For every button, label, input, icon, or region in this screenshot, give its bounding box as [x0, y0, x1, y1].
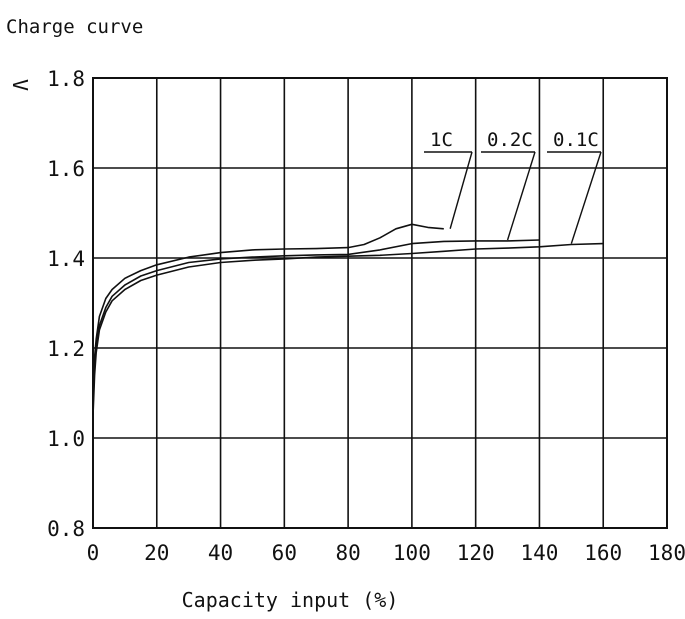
x-tick-label: 100	[393, 541, 431, 565]
chart-title: Charge curve	[6, 16, 143, 38]
y-axis-label: V	[8, 79, 32, 91]
x-tick-label: 40	[208, 541, 233, 565]
y-tick-label: 1.6	[47, 157, 85, 181]
x-tick-label: 60	[272, 541, 297, 565]
series-line-0	[92, 223, 444, 403]
legend-leader-1	[506, 151, 536, 241]
legend-label-1: 0.2C	[487, 129, 533, 151]
y-tick-label: 1.2	[47, 337, 85, 361]
legend-label-0: 1C	[430, 129, 453, 151]
series-line-1	[92, 239, 540, 407]
legend: 1C 0.2C 0.1C	[424, 129, 602, 244]
y-tick-label: 1.0	[47, 427, 85, 451]
legend-leader-0	[449, 151, 473, 229]
y-tick-label: 1.4	[47, 247, 85, 271]
grid	[92, 77, 668, 529]
series-line-2	[92, 242, 604, 416]
x-tick-label: 80	[335, 541, 360, 565]
series-lines	[92, 223, 604, 416]
x-tick-label: 140	[520, 541, 558, 565]
x-tick-labels: 0 20 40 60 80 100 120 140 160 180	[87, 541, 685, 565]
x-tick-label: 160	[584, 541, 622, 565]
x-axis-label: Capacity input (%)	[182, 588, 399, 612]
plot-frame	[92, 77, 668, 529]
y-tick-label: 1.8	[47, 67, 85, 91]
x-tick-label: 180	[648, 541, 685, 565]
y-tick-label: 0.8	[47, 517, 85, 541]
x-tick-label: 20	[144, 541, 169, 565]
x-tick-label: 120	[457, 541, 495, 565]
y-tick-labels: 1.8 1.6 1.4 1.2 1.0 0.8	[47, 67, 85, 541]
legend-label-2: 0.1C	[553, 129, 599, 151]
legend-leader-2	[570, 151, 602, 244]
x-tick-label: 0	[87, 541, 100, 565]
